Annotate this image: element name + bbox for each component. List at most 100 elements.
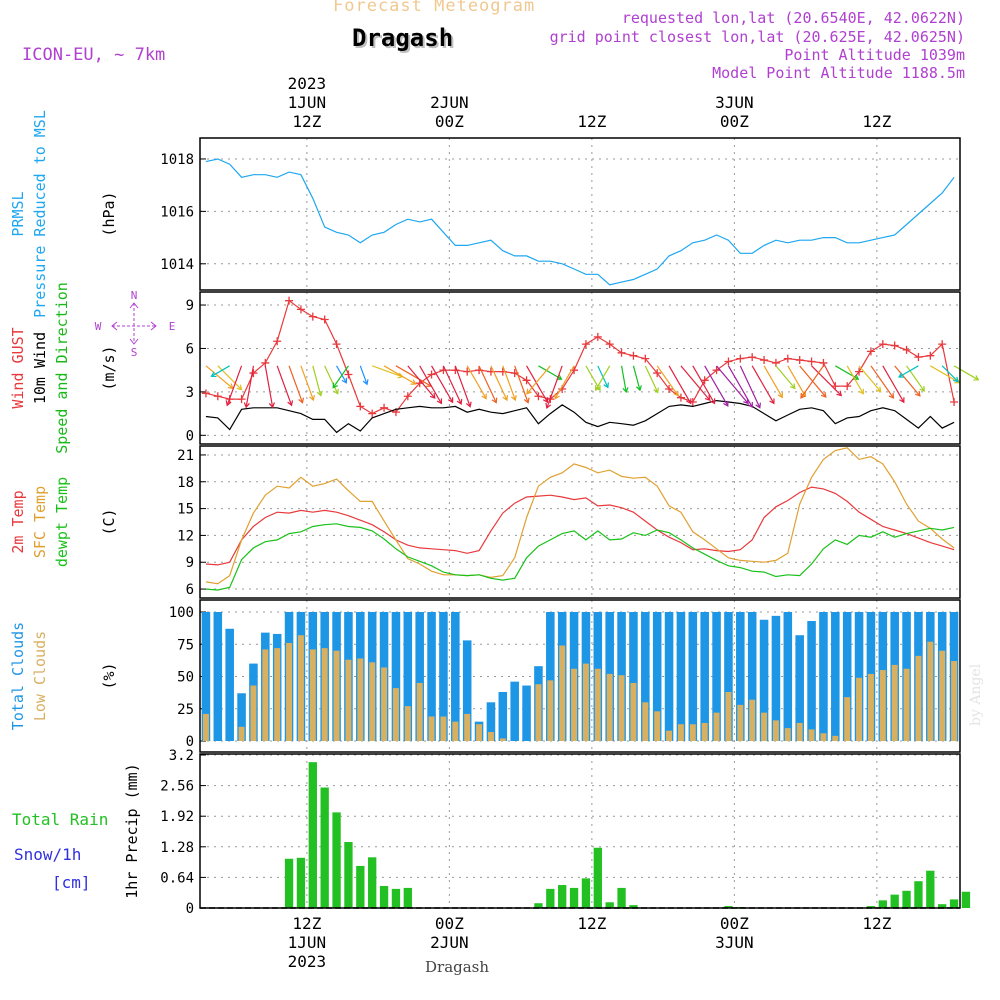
gust-marker bbox=[748, 353, 757, 362]
wind-direction-arrow bbox=[264, 365, 274, 408]
clouds-low-bar bbox=[297, 635, 304, 741]
clouds-side-label: Total Clouds bbox=[9, 622, 27, 730]
temperature-ytick-label: 9 bbox=[186, 555, 194, 571]
precip-ytick-label: 3.2 bbox=[169, 748, 194, 764]
wind-arrow-head bbox=[800, 392, 806, 399]
precip-legend-label: Snow/1h bbox=[14, 845, 81, 864]
clouds-ytick-label: 50 bbox=[177, 670, 194, 686]
gust-marker bbox=[771, 358, 780, 367]
wind-direction-arrow bbox=[478, 365, 497, 403]
wind-direction-arrow bbox=[716, 365, 749, 404]
gust-marker bbox=[605, 340, 614, 349]
clouds-total-bar bbox=[486, 702, 496, 741]
temperature-ytick-label: 18 bbox=[177, 475, 194, 491]
wind-direction-arrow bbox=[419, 365, 442, 404]
wind-direction-arrow bbox=[632, 365, 641, 391]
gust-marker bbox=[795, 356, 804, 365]
gust-marker bbox=[308, 312, 317, 321]
wind-arrow-head bbox=[769, 398, 775, 405]
wind-direction-arrow bbox=[395, 365, 432, 387]
wind-direction-arrow bbox=[835, 365, 859, 380]
wind-direction-arrow bbox=[704, 365, 729, 407]
wind-arrow-head bbox=[635, 385, 642, 392]
wind-direction-arrow bbox=[870, 365, 894, 399]
clouds-low-bar bbox=[808, 729, 815, 741]
wind-direction-arrow bbox=[276, 365, 293, 406]
clouds-total-bar bbox=[807, 621, 816, 741]
wind-direction-arrow bbox=[336, 365, 347, 384]
bottom-time-label: 3JUN bbox=[715, 933, 754, 952]
clouds-total-bar bbox=[225, 628, 234, 741]
clouds-low-bar bbox=[487, 731, 494, 741]
wind-arrow-head bbox=[594, 385, 601, 392]
location-title: Dragash bbox=[352, 24, 454, 52]
clouds-low-bar bbox=[381, 667, 388, 741]
clouds-total-bar bbox=[451, 612, 460, 741]
gust-marker bbox=[593, 332, 602, 341]
clouds-total-bar bbox=[510, 681, 519, 741]
clouds-low-bar bbox=[642, 702, 649, 741]
clouds-low-bar bbox=[262, 649, 269, 741]
requested-coords: requested lon,lat (20.6540E, 42.0622N) bbox=[621, 9, 965, 27]
clouds-total-bar bbox=[439, 612, 448, 741]
compass-legend: N W E S bbox=[95, 289, 176, 358]
wind-direction-arrow bbox=[546, 365, 563, 409]
bottom-time-label: 2023 bbox=[288, 952, 327, 971]
clouds-total-bar bbox=[688, 612, 698, 741]
wind-arrow-head bbox=[456, 398, 463, 405]
wind-arrow-head bbox=[898, 372, 905, 378]
clouds-low-bar bbox=[761, 712, 768, 741]
gust-marker bbox=[332, 340, 341, 349]
precip-bar bbox=[902, 890, 911, 908]
gust-marker bbox=[653, 369, 662, 378]
wind-direction-arrow bbox=[514, 365, 529, 403]
gust-marker bbox=[819, 358, 828, 367]
wind-arrow-head bbox=[556, 374, 563, 380]
clouds-total-bar bbox=[724, 612, 733, 741]
wind-arrow-head bbox=[755, 402, 761, 409]
clouds-low-bar bbox=[345, 659, 352, 741]
gust-marker bbox=[581, 340, 590, 349]
precip-bar bbox=[617, 887, 626, 908]
wind-ytick-label: 0 bbox=[186, 428, 194, 444]
clouds-total-bar bbox=[522, 685, 531, 741]
clouds-low-bar bbox=[286, 642, 293, 741]
gust-marker bbox=[878, 340, 887, 349]
precip-bar bbox=[724, 906, 733, 908]
gust-marker bbox=[676, 393, 685, 402]
clouds-total-bar bbox=[403, 612, 413, 741]
clouds-low-bar bbox=[677, 724, 684, 741]
clouds-low-bar bbox=[274, 648, 281, 741]
wind-arrow-head bbox=[491, 397, 498, 404]
top-time-label: 2023 bbox=[288, 74, 327, 93]
pressure-ytick-label: 1014 bbox=[160, 257, 194, 273]
clouds-low-bar bbox=[951, 661, 958, 741]
wind-direction-arrow bbox=[858, 365, 882, 392]
wind-direction-arrow bbox=[620, 365, 627, 393]
wind-direction-arrow bbox=[526, 365, 549, 403]
footer-location: Dragash bbox=[425, 958, 490, 976]
gust-marker bbox=[296, 305, 305, 314]
gust-marker bbox=[403, 392, 412, 401]
temperature-side-label: SFC Temp bbox=[31, 486, 49, 558]
bottom-time-label: 00Z bbox=[720, 914, 749, 933]
precip-bar bbox=[320, 787, 329, 908]
wind-direction-arrow bbox=[332, 365, 349, 388]
wind-frame bbox=[199, 291, 961, 445]
wind-arrow-head bbox=[953, 376, 959, 383]
precip-bar bbox=[284, 858, 294, 908]
gust-marker bbox=[700, 376, 709, 385]
clouds-low-bar bbox=[250, 685, 257, 741]
clouds-total-bar bbox=[842, 612, 852, 741]
gust-marker bbox=[736, 354, 745, 363]
gust-marker bbox=[320, 315, 329, 324]
clouds-low-bar bbox=[630, 682, 637, 741]
pressure-series-line bbox=[205, 158, 955, 286]
temperature-side-label: 2m Temp bbox=[9, 490, 27, 553]
gust-marker bbox=[427, 370, 436, 379]
wind-direction-arrow bbox=[898, 365, 919, 378]
wind-arrow-head bbox=[309, 395, 315, 402]
gust-marker bbox=[261, 358, 270, 367]
clouds-ytick-label: 25 bbox=[177, 702, 194, 718]
